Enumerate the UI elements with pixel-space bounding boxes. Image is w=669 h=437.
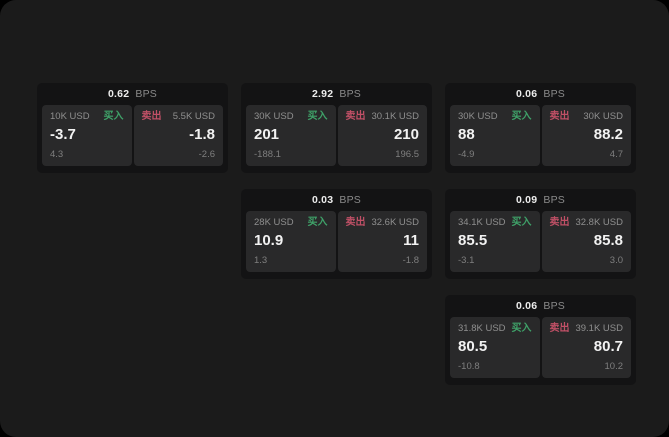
quote-panels: 30K USD 买入 201 -188.1 卖出 30.1K USD 210 1…: [241, 105, 432, 166]
sell-panel[interactable]: 卖出 5.5K USD -1.8 -2.6: [133, 105, 223, 166]
bps-value: 0.06: [516, 300, 538, 312]
quote-card-5: 0.09 BPS 34.1K USD 买入 85.5 -3.1 卖出 32.8K…: [445, 189, 636, 279]
sell-amount: 32.6K USD: [371, 217, 419, 228]
buy-label: 买入: [511, 217, 532, 228]
card-header: 0.62 BPS: [37, 83, 228, 105]
sell-sub-value: 4.7: [609, 149, 623, 160]
quote-card-3: 0.06 BPS 30K USD 买入 88 -4.9 卖出 30K USD 8…: [445, 83, 636, 173]
card-header: 0.06 BPS: [445, 295, 636, 317]
buy-label: 买入: [307, 217, 328, 228]
buy-price: 85.5: [458, 232, 488, 249]
sell-sub-value: 10.2: [604, 361, 624, 372]
sell-amount: 32.8K USD: [575, 217, 623, 228]
quote-panels: 31.8K USD 买入 80.5 -10.8 卖出 39.1K USD 80.…: [445, 317, 636, 378]
bps-value: 0.06: [516, 88, 538, 100]
sell-sub-value: 3.0: [609, 255, 623, 266]
sell-label: 卖出: [549, 111, 570, 122]
buy-label: 买入: [511, 323, 532, 334]
buy-sub-value: -4.9: [458, 149, 475, 160]
quote-card-1: 0.62 BPS 10K USD 买入 -3.7 4.3 卖出 5.5K USD…: [37, 83, 228, 173]
quote-card-2: 2.92 BPS 30K USD 买入 201 -188.1 卖出 30.1K …: [241, 83, 432, 173]
card-header: 0.09 BPS: [445, 189, 636, 211]
bps-value: 0.09: [516, 194, 538, 206]
sell-amount: 5.5K USD: [172, 111, 215, 122]
sell-price: 210: [393, 126, 419, 143]
bps-unit: BPS: [543, 194, 565, 206]
bps-unit: BPS: [543, 88, 565, 100]
sell-price: 11: [403, 232, 419, 249]
buy-price: 10.9: [254, 232, 284, 249]
buy-price: 88: [458, 126, 475, 143]
buy-panel[interactable]: 30K USD 买入 88 -4.9: [450, 105, 540, 166]
sell-price: 85.8: [593, 232, 623, 249]
buy-price: 201: [254, 126, 280, 143]
sell-amount: 39.1K USD: [575, 323, 623, 334]
sell-panel[interactable]: 卖出 30.1K USD 210 196.5: [337, 105, 427, 166]
sell-panel[interactable]: 卖出 32.8K USD 85.8 3.0: [541, 211, 631, 272]
sell-panel[interactable]: 卖出 32.6K USD 11 -1.8: [337, 211, 427, 272]
quote-card-6: 0.06 BPS 31.8K USD 买入 80.5 -10.8 卖出 39.1…: [445, 295, 636, 385]
sell-panel[interactable]: 卖出 30K USD 88.2 4.7: [541, 105, 631, 166]
buy-panel[interactable]: 10K USD 买入 -3.7 4.3: [42, 105, 132, 166]
buy-label: 买入: [103, 111, 124, 122]
sell-label: 卖出: [345, 217, 366, 228]
sell-price: 80.7: [593, 338, 623, 355]
bps-value: 0.62: [108, 88, 130, 100]
quote-panels: 28K USD 买入 10.9 1.3 卖出 32.6K USD 11 -1.8: [241, 211, 432, 272]
buy-amount: 10K USD: [50, 111, 90, 122]
sell-sub-value: -2.6: [198, 149, 215, 160]
bps-unit: BPS: [135, 88, 157, 100]
bps-unit: BPS: [339, 194, 361, 206]
sell-panel[interactable]: 卖出 39.1K USD 80.7 10.2: [541, 317, 631, 378]
sell-price: 88.2: [593, 126, 623, 143]
buy-amount: 28K USD: [254, 217, 294, 228]
quote-panels: 34.1K USD 买入 85.5 -3.1 卖出 32.8K USD 85.8…: [445, 211, 636, 272]
buy-panel[interactable]: 28K USD 买入 10.9 1.3: [246, 211, 336, 272]
card-header: 2.92 BPS: [241, 83, 432, 105]
buy-panel[interactable]: 31.8K USD 买入 80.5 -10.8: [450, 317, 540, 378]
bps-value: 0.03: [312, 194, 334, 206]
sell-label: 卖出: [141, 111, 162, 122]
sell-amount: 30.1K USD: [371, 111, 419, 122]
buy-amount: 30K USD: [254, 111, 294, 122]
quote-panels: 30K USD 买入 88 -4.9 卖出 30K USD 88.2 4.7: [445, 105, 636, 166]
sell-sub-value: 196.5: [395, 149, 419, 160]
buy-sub-value: 4.3: [50, 149, 64, 160]
card-header: 0.03 BPS: [241, 189, 432, 211]
buy-amount: 31.8K USD: [458, 323, 506, 334]
buy-label: 买入: [307, 111, 328, 122]
buy-sub-value: -3.1: [458, 255, 475, 266]
buy-amount: 34.1K USD: [458, 217, 506, 228]
quote-panels: 10K USD 买入 -3.7 4.3 卖出 5.5K USD -1.8 -2.…: [37, 105, 228, 166]
sell-price: -1.8: [189, 126, 215, 143]
sell-label: 卖出: [549, 323, 570, 334]
bps-unit: BPS: [339, 88, 361, 100]
buy-label: 买入: [511, 111, 532, 122]
buy-sub-value: 1.3: [254, 255, 268, 266]
card-header: 0.06 BPS: [445, 83, 636, 105]
buy-price: -3.7: [50, 126, 76, 143]
buy-sub-value: -188.1: [254, 149, 281, 160]
sell-amount: 30K USD: [583, 111, 623, 122]
buy-sub-value: -10.8: [458, 361, 480, 372]
buy-panel[interactable]: 30K USD 买入 201 -188.1: [246, 105, 336, 166]
bps-unit: BPS: [543, 300, 565, 312]
buy-price: 80.5: [458, 338, 488, 355]
sell-label: 卖出: [549, 217, 570, 228]
sell-sub-value: -1.8: [402, 255, 419, 266]
quote-card-4: 0.03 BPS 28K USD 买入 10.9 1.3 卖出 32.6K US…: [241, 189, 432, 279]
sell-label: 卖出: [345, 111, 366, 122]
bps-value: 2.92: [312, 88, 334, 100]
buy-amount: 30K USD: [458, 111, 498, 122]
buy-panel[interactable]: 34.1K USD 买入 85.5 -3.1: [450, 211, 540, 272]
